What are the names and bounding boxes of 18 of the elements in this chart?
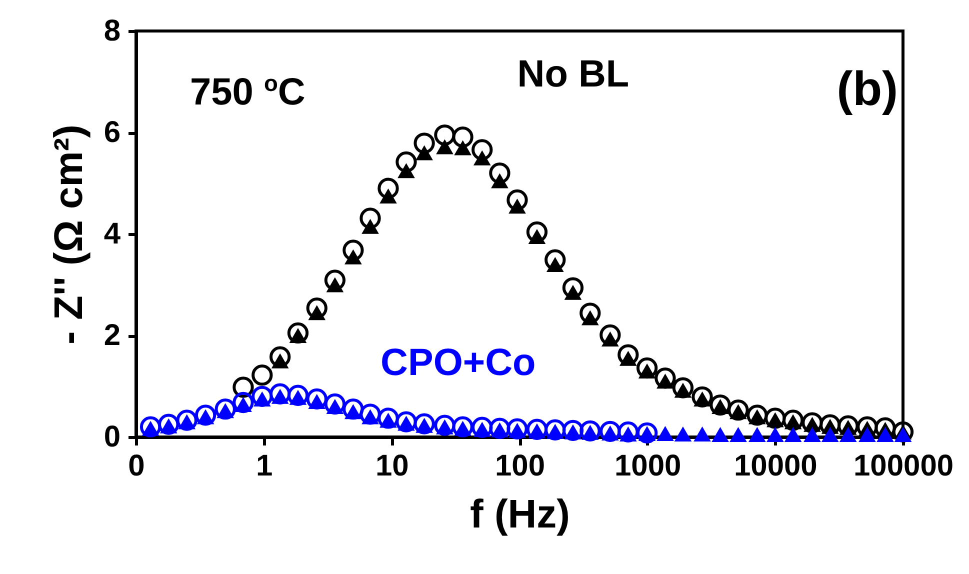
y-tick-label: 4 (104, 218, 121, 250)
y-axis-title: - Z'' (Ω cm²) (46, 124, 91, 344)
x-axis-title: f (Hz) (470, 492, 570, 536)
x-tick-label: 0 (128, 450, 145, 482)
series-label: No BL (517, 54, 630, 96)
x-tick-label: 100000 (853, 450, 954, 482)
x-tick-label: 10000 (734, 450, 818, 482)
annotation: (b) (836, 62, 898, 117)
series-label: CPO+Co (380, 342, 536, 384)
x-tick-label: 100 (494, 450, 546, 482)
y-tick-label: 2 (104, 319, 120, 352)
x-tick-label: 1 (256, 450, 273, 482)
x-tick-label: 1000 (614, 450, 682, 482)
y-tick-label: 8 (104, 14, 120, 48)
y-tick-label: 6 (104, 116, 120, 149)
y-tick-label: 0 (104, 420, 120, 454)
annotation: 750 $^{o}$C (190, 70, 306, 115)
x-tick-label: 10 (375, 450, 409, 482)
